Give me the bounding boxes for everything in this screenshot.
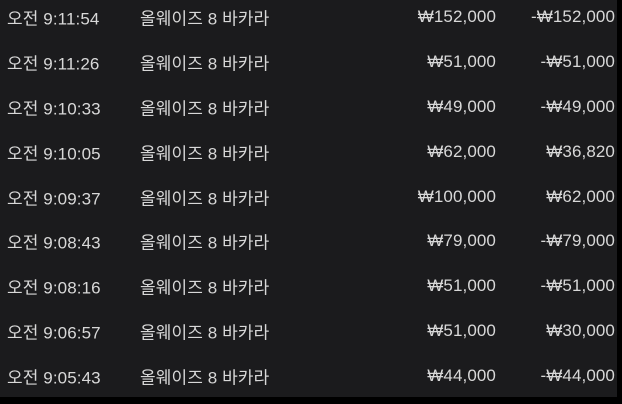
bet-amount: ₩62,000 xyxy=(427,141,496,161)
game-name: 올웨이즈 8 바카라 xyxy=(140,368,270,388)
bet-amount: ₩44,000 xyxy=(427,365,496,385)
bet-time: 오전 9:09:37 xyxy=(7,189,101,209)
game-name: 올웨이즈 8 바카라 xyxy=(140,278,270,298)
table-row[interactable]: 오전 9:08:16 올웨이즈 8 바카라 ₩51,000 -₩51,000 xyxy=(0,264,617,309)
table-row[interactable]: 오전 9:10:05 올웨이즈 8 바카라 ₩62,000 ₩36,820 xyxy=(0,129,617,174)
bet-time: 오전 9:11:54 xyxy=(7,9,100,29)
bet-amount: ₩49,000 xyxy=(427,96,496,116)
game-name: 올웨이즈 8 바카라 xyxy=(140,189,270,209)
bet-time: 오전 9:11:26 xyxy=(7,54,100,74)
result-amount: -₩49,000 xyxy=(540,96,615,116)
table-row[interactable]: 오전 9:09:37 올웨이즈 8 바카라 ₩100,000 ₩62,000 xyxy=(0,174,617,219)
bet-time: 오전 9:05:43 xyxy=(7,368,101,388)
bet-amount: ₩51,000 xyxy=(427,320,496,340)
result-amount: -₩51,000 xyxy=(540,52,615,72)
result-amount: -₩51,000 xyxy=(540,276,615,296)
bet-history-panel: 오전 9:11:54 올웨이즈 8 바카라 ₩152,000 -₩152,000… xyxy=(0,0,617,397)
game-name: 올웨이즈 8 바카라 xyxy=(140,144,270,164)
result-amount: ₩62,000 xyxy=(546,186,615,206)
bet-time: 오전 9:10:05 xyxy=(7,144,101,164)
table-row[interactable]: 오전 9:10:33 올웨이즈 8 바카라 ₩49,000 -₩49,000 xyxy=(0,85,617,130)
result-amount: ₩30,000 xyxy=(546,320,615,340)
bet-amount: ₩51,000 xyxy=(427,52,496,72)
game-name: 올웨이즈 8 바카라 xyxy=(140,54,270,74)
bet-time: 오전 9:08:16 xyxy=(7,278,101,298)
bet-amount: ₩100,000 xyxy=(417,186,496,206)
result-amount: -₩79,000 xyxy=(540,231,615,251)
bet-amount: ₩79,000 xyxy=(427,231,496,251)
table-row[interactable]: 오전 9:11:26 올웨이즈 8 바카라 ₩51,000 -₩51,000 xyxy=(0,40,617,85)
bet-amount: ₩51,000 xyxy=(427,276,496,296)
bet-amount: ₩152,000 xyxy=(417,7,496,27)
table-row[interactable]: 오전 9:06:57 올웨이즈 8 바카라 ₩51,000 ₩30,000 xyxy=(0,309,617,354)
bet-time: 오전 9:10:33 xyxy=(7,99,101,119)
result-amount: ₩36,820 xyxy=(546,141,615,161)
table-row[interactable]: 오전 9:08:43 올웨이즈 8 바카라 ₩79,000 -₩79,000 xyxy=(0,219,617,264)
result-amount: -₩152,000 xyxy=(530,7,615,27)
game-name: 올웨이즈 8 바카라 xyxy=(140,99,270,119)
result-amount: -₩44,000 xyxy=(540,365,615,385)
game-name: 올웨이즈 8 바카라 xyxy=(140,323,270,343)
bet-time: 오전 9:06:57 xyxy=(7,323,101,343)
table-row[interactable]: 오전 9:11:54 올웨이즈 8 바카라 ₩152,000 -₩152,000 xyxy=(0,0,617,40)
bet-time: 오전 9:08:43 xyxy=(7,233,101,253)
game-name: 올웨이즈 8 바카라 xyxy=(140,233,270,253)
bet-history-list[interactable]: 오전 9:11:54 올웨이즈 8 바카라 ₩152,000 -₩152,000… xyxy=(0,0,617,397)
table-row[interactable]: 오전 9:05:43 올웨이즈 8 바카라 ₩44,000 -₩44,000 xyxy=(0,353,617,397)
game-name: 올웨이즈 8 바카라 xyxy=(140,9,270,29)
